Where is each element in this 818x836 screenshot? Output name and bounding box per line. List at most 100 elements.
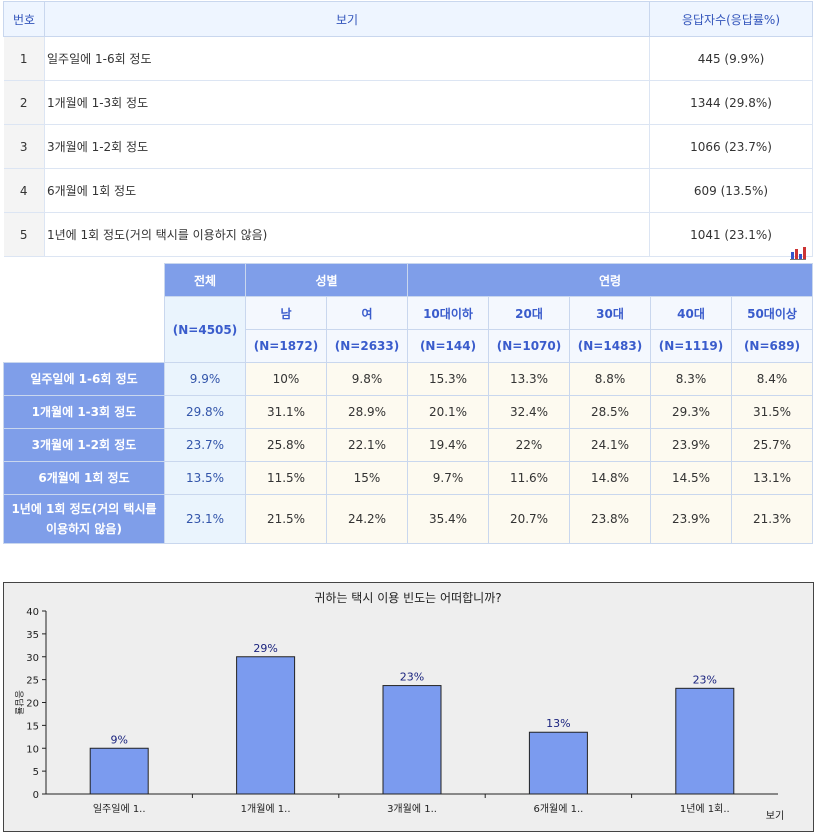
- total-cell: 9.9%: [164, 362, 246, 396]
- value-cell: 8.8%: [569, 362, 651, 396]
- value-cell: 9.7%: [407, 461, 489, 495]
- data-label: 9%: [110, 733, 127, 746]
- x-tick-label: 1개월에 1..: [241, 803, 291, 815]
- value-cell: 14.8%: [569, 461, 651, 495]
- value-cell: 11.6%: [488, 461, 570, 495]
- y-tick-label: 0: [33, 790, 39, 801]
- y-tick-label: 15: [26, 721, 39, 732]
- crosstab-row: 일주일에 1-6회 정도 9.9% 10% 9.8% 15.3% 13.3% 8…: [3, 362, 814, 396]
- crosstab-table: 전체 성별 연령 (N=4505) 남 여 10대이하 20대 30대 40대 …: [3, 263, 814, 544]
- bar: [528, 731, 588, 795]
- column-n: (N=1070): [488, 329, 570, 363]
- y-tick-label: 10: [26, 744, 39, 755]
- data-label: 29%: [253, 642, 277, 655]
- value-cell: 22.1%: [326, 428, 408, 462]
- total-cell: 29.8%: [164, 395, 246, 429]
- table-row: 5 1년에 1회 정도(거의 택시를 이용하지 않음) 1041 (23.1%): [3, 212, 813, 257]
- column-n: (N=1872): [245, 329, 327, 363]
- table-row: 2 1개월에 1-3회 정도 1344 (29.8%): [3, 80, 813, 125]
- value-cell: 8.3%: [650, 362, 732, 396]
- total-cell: 23.1%: [164, 494, 246, 544]
- y-tick-label: 40: [26, 607, 39, 618]
- column-n: (N=1119): [650, 329, 732, 363]
- value-cell: 15%: [326, 461, 408, 495]
- row-number: 5: [3, 212, 45, 257]
- column-label: 40대: [650, 296, 732, 330]
- y-tick-label: 5: [33, 767, 39, 778]
- row-number: 4: [3, 168, 45, 213]
- y-axis-label: 응답률: [13, 690, 25, 715]
- value-cell: 14.5%: [650, 461, 732, 495]
- table-row: 4 6개월에 1회 정도 609 (13.5%): [3, 168, 813, 213]
- crosstab-row: 6개월에 1회 정도 13.5% 11.5% 15% 9.7% 11.6% 14…: [3, 461, 814, 495]
- column-label: 10대이하: [407, 296, 489, 330]
- table-row: 3 3개월에 1-2회 정도 1066 (23.7%): [3, 124, 813, 169]
- total-n: (N=4505): [164, 296, 246, 363]
- bar-chart-icon[interactable]: [789, 246, 807, 260]
- y-tick-label: 20: [26, 699, 39, 710]
- corner-blank: [3, 263, 165, 363]
- total-cell: 23.7%: [164, 428, 246, 462]
- row-label: 3개월에 1-2회 정도: [3, 428, 165, 462]
- value-cell: 29.3%: [650, 395, 732, 429]
- row-label: 일주일에 1-6회 정도: [3, 362, 165, 396]
- y-tick-label: 25: [26, 676, 39, 687]
- bar: [382, 685, 442, 795]
- bar-chart: 귀하는 택시 이용 빈도는 어떠합니까? 0 5 10 15 20 25 30 35 40 응답률 9…: [3, 582, 814, 832]
- row-option: 일주일에 1-6회 정도: [44, 36, 650, 81]
- row-label: 6개월에 1회 정도: [3, 461, 165, 495]
- row-count: 1344 (29.8%): [649, 80, 813, 125]
- value-cell: 28.5%: [569, 395, 651, 429]
- bar: [236, 656, 296, 795]
- value-cell: 23.8%: [569, 494, 651, 544]
- row-label: 1년에 1회 정도(거의 택시를 이용하지 않음): [3, 494, 165, 544]
- x-tick-label: 1년에 1회..: [680, 803, 730, 815]
- header-age: 연령: [406, 263, 814, 297]
- y-tick-label: 35: [26, 630, 39, 641]
- value-cell: 20.7%: [488, 494, 570, 544]
- data-label: 13%: [546, 717, 570, 730]
- value-cell: 15.3%: [407, 362, 489, 396]
- column-n: (N=144): [407, 329, 489, 363]
- total-cell: 13.5%: [164, 461, 246, 495]
- value-cell: 11.5%: [245, 461, 327, 495]
- value-cell: 21.3%: [730, 494, 814, 544]
- data-label: 23%: [400, 671, 424, 684]
- value-cell: 31.5%: [730, 395, 814, 429]
- bar: [89, 747, 149, 795]
- y-tick-label: 30: [26, 653, 39, 664]
- value-cell: 35.4%: [407, 494, 489, 544]
- x-axis-label: 보기: [766, 810, 784, 822]
- column-n: (N=1483): [569, 329, 651, 363]
- header-count: 응답자수(응답률%): [649, 1, 813, 37]
- value-cell: 22%: [488, 428, 570, 462]
- value-cell: 9.8%: [326, 362, 408, 396]
- column-label: 50대이상: [730, 296, 814, 330]
- row-option: 1년에 1회 정도(거의 택시를 이용하지 않음): [44, 212, 650, 257]
- bar: [675, 687, 735, 795]
- row-option: 6개월에 1회 정도: [44, 168, 650, 213]
- chart-title: 귀하는 택시 이용 빈도는 어떠합니까?: [314, 591, 501, 605]
- column-n: (N=689): [730, 329, 814, 363]
- header-option: 보기: [44, 1, 650, 37]
- header-total: 전체: [164, 263, 246, 297]
- value-cell: 24.2%: [326, 494, 408, 544]
- table-row: 1 일주일에 1-6회 정도 445 (9.9%): [3, 36, 813, 81]
- column-label: 20대: [488, 296, 570, 330]
- value-cell: 25.8%: [245, 428, 327, 462]
- row-option: 1개월에 1-3회 정도: [44, 80, 650, 125]
- value-cell: 24.1%: [569, 428, 651, 462]
- x-tick-label: 3개월에 1..: [387, 803, 437, 815]
- row-count: 445 (9.9%): [649, 36, 813, 81]
- x-tick-label: 6개월에 1..: [533, 803, 583, 815]
- row-count: 609 (13.5%): [649, 168, 813, 213]
- row-number: 2: [3, 80, 45, 125]
- value-cell: 32.4%: [488, 395, 570, 429]
- value-cell: 23.9%: [650, 494, 732, 544]
- crosstab-row: 3개월에 1-2회 정도 23.7% 25.8% 22.1% 19.4% 22%…: [3, 428, 814, 462]
- value-cell: 31.1%: [245, 395, 327, 429]
- value-cell: 21.5%: [245, 494, 327, 544]
- row-option: 3개월에 1-2회 정도: [44, 124, 650, 169]
- crosstab-row: 1년에 1회 정도(거의 택시를 이용하지 않음) 23.1% 21.5% 24…: [3, 494, 814, 544]
- header-gender: 성별: [245, 263, 408, 297]
